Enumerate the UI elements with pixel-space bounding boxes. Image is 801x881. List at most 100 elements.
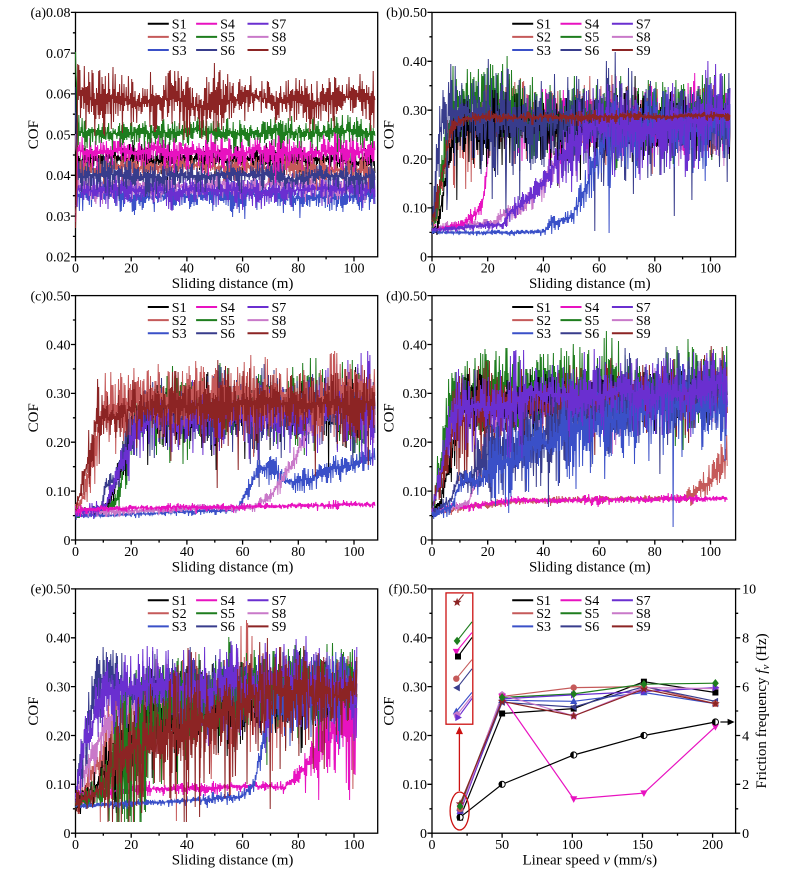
svg-text:80: 80 <box>291 545 305 560</box>
svg-text:0: 0 <box>429 262 436 277</box>
svg-text:0.04: 0.04 <box>46 169 71 184</box>
svg-text:20: 20 <box>481 545 495 560</box>
svg-text:80: 80 <box>648 545 662 560</box>
svg-text:0.40: 0.40 <box>403 632 428 647</box>
svg-text:0.10: 0.10 <box>403 485 428 500</box>
svg-text:S4: S4 <box>220 301 235 316</box>
svg-text:0.20: 0.20 <box>46 729 71 744</box>
svg-text:6: 6 <box>742 680 749 695</box>
svg-text:S8: S8 <box>636 607 651 622</box>
svg-text:20: 20 <box>481 262 495 277</box>
svg-text:Sliding distance (m): Sliding distance (m) <box>172 853 294 869</box>
svg-text:S2: S2 <box>172 31 187 46</box>
svg-text:S6: S6 <box>220 327 235 342</box>
svg-text:S7: S7 <box>272 594 287 609</box>
svg-text:0.05: 0.05 <box>46 128 71 143</box>
svg-text:0.30: 0.30 <box>403 680 428 695</box>
svg-text:40: 40 <box>536 262 550 277</box>
svg-text:80: 80 <box>291 262 305 277</box>
svg-text:80: 80 <box>291 838 305 853</box>
svg-text:S1: S1 <box>536 301 551 316</box>
svg-text:S3: S3 <box>536 327 551 342</box>
svg-text:0.40: 0.40 <box>46 632 71 647</box>
svg-text:S7: S7 <box>272 18 287 33</box>
svg-text:S5: S5 <box>585 314 600 329</box>
svg-text:20: 20 <box>124 262 138 277</box>
svg-text:10: 10 <box>742 583 756 598</box>
svg-text:S5: S5 <box>220 314 235 329</box>
svg-text:(e)0.50: (e)0.50 <box>30 583 70 598</box>
svg-text:0.10: 0.10 <box>46 485 71 500</box>
svg-text:S3: S3 <box>536 620 551 635</box>
svg-text:0.20: 0.20 <box>403 153 428 168</box>
svg-text:100: 100 <box>700 545 721 560</box>
svg-text:0.20: 0.20 <box>46 436 71 451</box>
svg-text:S3: S3 <box>536 44 551 59</box>
svg-text:40: 40 <box>180 545 194 560</box>
svg-text:4: 4 <box>742 729 749 744</box>
svg-text:0.10: 0.10 <box>403 202 428 217</box>
svg-text:0: 0 <box>420 251 427 266</box>
svg-text:S4: S4 <box>220 18 235 33</box>
svg-text:200: 200 <box>702 838 723 853</box>
svg-text:Sliding distance (m): Sliding distance (m) <box>529 559 651 575</box>
svg-text:S6: S6 <box>585 44 600 59</box>
svg-text:0.30: 0.30 <box>46 680 71 695</box>
svg-text:Sliding distance (m): Sliding distance (m) <box>529 276 651 292</box>
svg-text:S1: S1 <box>172 301 187 316</box>
svg-text:S5: S5 <box>585 607 600 622</box>
svg-text:60: 60 <box>592 545 606 560</box>
svg-text:100: 100 <box>700 262 721 277</box>
svg-text:100: 100 <box>344 262 365 277</box>
svg-text:S9: S9 <box>272 620 287 635</box>
svg-text:40: 40 <box>536 545 550 560</box>
svg-text:S7: S7 <box>272 301 287 316</box>
svg-text:S2: S2 <box>536 314 551 329</box>
svg-text:S6: S6 <box>220 44 235 59</box>
svg-text:S4: S4 <box>585 301 600 316</box>
svg-text:(f)0.50: (f)0.50 <box>389 583 428 598</box>
svg-text:S3: S3 <box>172 327 187 342</box>
svg-text:0.06: 0.06 <box>46 88 71 103</box>
svg-text:0.07: 0.07 <box>46 47 71 62</box>
svg-text:0: 0 <box>429 545 436 560</box>
svg-text:0.30: 0.30 <box>403 104 428 119</box>
svg-text:S8: S8 <box>272 31 287 46</box>
svg-text:0: 0 <box>72 838 79 853</box>
svg-text:S3: S3 <box>172 44 187 59</box>
svg-text:S8: S8 <box>636 31 651 46</box>
svg-text:S9: S9 <box>272 44 287 59</box>
svg-text:0: 0 <box>64 827 71 842</box>
svg-text:8: 8 <box>742 632 749 647</box>
svg-text:S1: S1 <box>536 18 551 33</box>
svg-text:0.20: 0.20 <box>403 729 428 744</box>
svg-text:S6: S6 <box>585 327 600 342</box>
svg-text:20: 20 <box>124 838 138 853</box>
svg-text:60: 60 <box>236 262 250 277</box>
svg-text:S9: S9 <box>636 327 651 342</box>
svg-text:0: 0 <box>72 262 79 277</box>
svg-text:S5: S5 <box>220 31 235 46</box>
svg-text:0: 0 <box>64 534 71 549</box>
svg-text:S1: S1 <box>172 594 187 609</box>
svg-text:0: 0 <box>429 838 436 853</box>
svg-text:S2: S2 <box>536 31 551 46</box>
svg-text:100: 100 <box>562 838 583 853</box>
svg-text:S9: S9 <box>636 620 651 635</box>
svg-text:100: 100 <box>344 545 365 560</box>
svg-text:S1: S1 <box>172 18 187 33</box>
svg-text:S2: S2 <box>536 607 551 622</box>
svg-text:(d)0.50: (d)0.50 <box>386 289 427 304</box>
svg-text:0.10: 0.10 <box>403 778 428 793</box>
svg-text:COF: COF <box>381 696 397 725</box>
svg-text:S7: S7 <box>636 18 651 33</box>
svg-text:60: 60 <box>236 838 250 853</box>
svg-text:S8: S8 <box>272 314 287 329</box>
svg-text:100: 100 <box>344 838 365 853</box>
svg-text:0.40: 0.40 <box>403 338 428 353</box>
svg-text:COF: COF <box>26 696 42 725</box>
svg-text:150: 150 <box>632 838 653 853</box>
svg-text:S4: S4 <box>585 18 600 33</box>
svg-text:(b)0.50: (b)0.50 <box>386 6 427 21</box>
svg-text:S4: S4 <box>585 594 600 609</box>
